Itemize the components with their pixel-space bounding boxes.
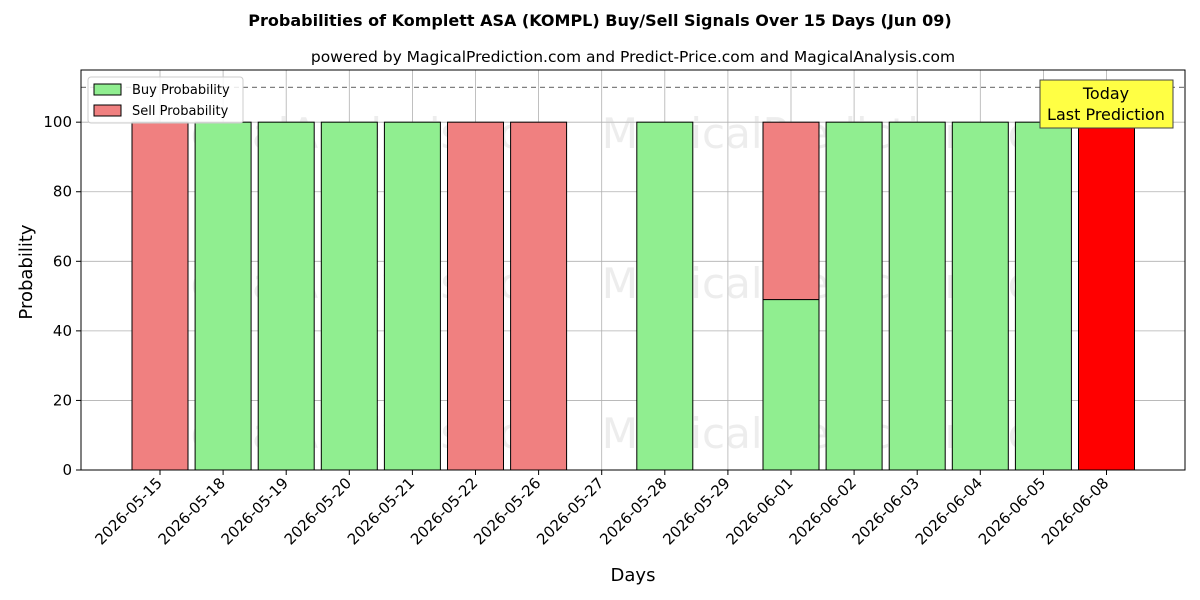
annotation-line: Last Prediction: [1047, 105, 1165, 124]
y-tick-label: 100: [43, 113, 72, 131]
legend-swatch: [93, 83, 122, 96]
legend-label: Buy Probability: [132, 83, 230, 98]
x-tick-label: 2026-05-28: [596, 474, 670, 548]
bar-sell-2026-05-26: [510, 121, 568, 471]
bar-buy-2026-06-03: [888, 121, 946, 471]
plot-frame: [80, 69, 1186, 471]
x-tick-label: 2026-05-26: [470, 474, 544, 548]
x-tick-label: 2026-06-01: [722, 474, 796, 548]
bar-sell-2026-05-15: [131, 121, 189, 471]
y-tick-label: 60: [53, 252, 72, 270]
x-tick-label: 2026-05-15: [91, 474, 165, 548]
chart-title: Probabilities of Komplett ASA (KOMPL) Bu…: [248, 11, 951, 30]
annotation-box: [1039, 79, 1174, 129]
x-tick-label: 2026-05-19: [218, 474, 292, 548]
today-annotation: Today Last Prediction: [1039, 79, 1174, 129]
x-tick-label: 2026-06-05: [975, 474, 1049, 548]
x-tick-label: 2026-05-21: [344, 474, 418, 548]
x-tick-label: 2026-05-20: [281, 474, 355, 548]
bar-buy-2026-06-02: [825, 121, 883, 471]
legend: Buy Probability Sell Probability: [87, 76, 244, 124]
y-tick-label: 40: [53, 322, 72, 340]
bar-sell-2026-05-22: [447, 121, 504, 471]
bar-buy-2026-06-01: [762, 299, 820, 471]
bars: [131, 121, 1135, 471]
bar-buy-2026-05-21: [383, 121, 441, 471]
x-tick-label: 2026-05-22: [407, 474, 481, 548]
bar-sell-2026-06-01: [762, 121, 820, 301]
y-tick-label: 0: [62, 461, 72, 479]
bar-buy-2026-05-19: [257, 121, 315, 471]
bar-buy-2026-05-20: [320, 121, 378, 471]
x-tick-label: 2026-06-02: [786, 474, 860, 548]
x-tick-label: 2026-05-27: [533, 474, 607, 548]
x-tick-label: 2026-06-04: [912, 474, 986, 548]
x-tick-label: 2026-06-03: [849, 474, 923, 548]
y-tick-label: 20: [53, 391, 72, 409]
x-tick-label: 2026-05-29: [659, 474, 733, 548]
legend-box: [87, 76, 244, 124]
y-axis-label: Probability: [16, 224, 37, 319]
bar-highlight-2026-06-08: [1078, 121, 1135, 471]
y-tick-label: 80: [53, 183, 72, 201]
legend-label: Sell Probability: [132, 104, 229, 119]
x-axis-label: Days: [611, 565, 656, 586]
bar-buy-2026-06-05: [1014, 121, 1072, 471]
chart-subtitle: powered by MagicalPrediction.com and Pre…: [311, 48, 955, 66]
x-tick-label: 2026-05-18: [155, 474, 229, 548]
bar-buy-2026-06-04: [951, 121, 1009, 471]
legend-swatch: [93, 104, 122, 117]
bar-buy-2026-05-28: [636, 121, 694, 471]
x-tick-label: 2026-06-08: [1038, 474, 1112, 548]
bar-buy-2026-05-18: [194, 121, 252, 471]
annotation-line: Today: [1082, 84, 1129, 103]
